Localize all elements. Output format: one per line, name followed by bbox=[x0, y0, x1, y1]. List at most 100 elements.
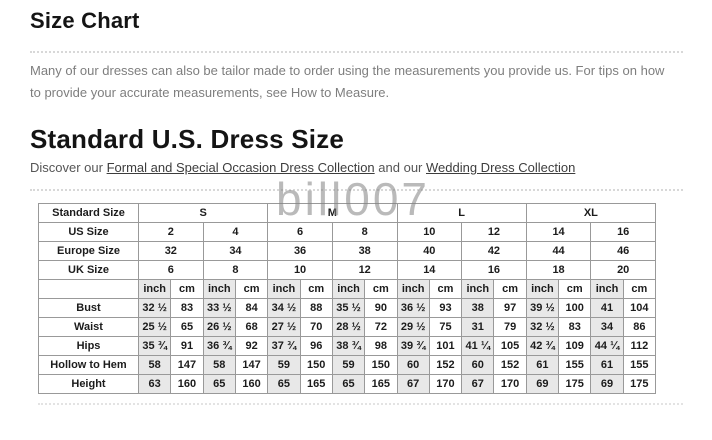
measurement-inch-cell: 39 ½ bbox=[525, 298, 560, 318]
size-group-header: XL bbox=[525, 203, 657, 223]
unit-header-cm: cm bbox=[558, 279, 592, 299]
size-value-cell: 42 bbox=[461, 241, 527, 261]
table-row: Waist 25 ½ 65 26 ½ 68 27 ½ 70 28 ½ 72 29 ½ 75 31 79 3… bbox=[38, 317, 657, 337]
measurement-inch-cell: 67 bbox=[396, 374, 430, 394]
measurement-cm-cell: 170 bbox=[428, 374, 463, 394]
size-value-cell: 18 bbox=[525, 260, 592, 280]
measurement-inch-cell: 69 bbox=[590, 374, 624, 394]
row-label: US Size bbox=[38, 222, 139, 242]
table-row: Standard Size S M L XL bbox=[38, 203, 657, 223]
measurement-cm-cell: 160 bbox=[234, 374, 269, 394]
size-value-cell: 8 bbox=[331, 222, 398, 242]
size-value-cell: 12 bbox=[331, 260, 398, 280]
table-row: UK Size 6 8 10 12 14 16 18 20 bbox=[38, 260, 656, 280]
measurement-cm-cell: 72 bbox=[364, 317, 398, 337]
size-value-cell: 10 bbox=[267, 260, 333, 280]
measurement-inch-cell: 38 bbox=[461, 298, 495, 318]
measurement-cm-cell: 101 bbox=[428, 336, 463, 356]
size-value-cell: 44 bbox=[525, 241, 592, 261]
measurement-inch-cell: 26 ½ bbox=[202, 317, 236, 337]
measurement-cm-cell: 75 bbox=[428, 317, 463, 337]
unit-header-cm: cm bbox=[493, 279, 527, 299]
unit-header-inch: inch bbox=[396, 279, 430, 299]
measurement-cm-cell: 84 bbox=[234, 298, 269, 318]
size-value-cell: 16 bbox=[461, 260, 527, 280]
measurement-cm-cell: 83 bbox=[170, 298, 204, 318]
table-row: Height 63 160 65 160 65 165 65 165 67 170 67 170 69 17… bbox=[38, 374, 657, 394]
measurement-cm-cell: 147 bbox=[170, 355, 204, 375]
row-label: Hips bbox=[38, 336, 139, 356]
size-value-cell: 2 bbox=[138, 222, 204, 242]
size-value-cell: 40 bbox=[396, 241, 463, 261]
measurement-inch-cell: 33 ½ bbox=[202, 298, 236, 318]
size-value-cell: 6 bbox=[138, 260, 204, 280]
measurement-inch-cell: 58 bbox=[202, 355, 236, 375]
measurement-inch-cell: 69 bbox=[525, 374, 560, 394]
measurement-inch-cell: 25 ½ bbox=[137, 317, 172, 337]
measurement-cm-cell: 65 bbox=[170, 317, 204, 337]
size-group-header: S bbox=[137, 203, 269, 223]
divider bbox=[30, 51, 683, 53]
measurement-cm-cell: 104 bbox=[622, 298, 657, 318]
row-label: Height bbox=[38, 374, 139, 394]
measurement-cm-cell: 79 bbox=[493, 317, 527, 337]
measurement-cm-cell: 112 bbox=[622, 336, 657, 356]
divider bbox=[30, 189, 683, 191]
measurement-cm-cell: 83 bbox=[558, 317, 592, 337]
table-row: US Size 2 4 6 8 10 12 14 16 bbox=[38, 222, 656, 242]
divider bbox=[38, 403, 683, 405]
unit-header-inch: inch bbox=[461, 279, 495, 299]
measurement-inch-cell: 63 bbox=[137, 374, 172, 394]
measurement-inch-cell: 59 bbox=[267, 355, 301, 375]
measurement-inch-cell: 67 bbox=[461, 374, 495, 394]
measurement-cm-cell: 97 bbox=[493, 298, 527, 318]
size-value-cell: 20 bbox=[590, 260, 656, 280]
measurement-inch-cell: 27 ½ bbox=[267, 317, 301, 337]
measurement-inch-cell: 65 bbox=[202, 374, 236, 394]
row-label: UK Size bbox=[38, 260, 139, 280]
measurement-inch-cell: 29 ½ bbox=[396, 317, 430, 337]
unit-header-cm: cm bbox=[428, 279, 463, 299]
size-group-header: M bbox=[267, 203, 398, 223]
size-group-header: L bbox=[396, 203, 527, 223]
measurement-cm-cell: 150 bbox=[299, 355, 333, 375]
measurement-inch-cell: 39 ¾ bbox=[396, 336, 430, 356]
unit-header-inch: inch bbox=[525, 279, 560, 299]
measurement-cm-cell: 96 bbox=[299, 336, 333, 356]
size-value-cell: 16 bbox=[590, 222, 656, 242]
measurement-cm-cell: 175 bbox=[622, 374, 657, 394]
wedding-collection-link[interactable]: Wedding Dress Collection bbox=[426, 160, 576, 175]
corner-label: Standard Size bbox=[38, 203, 139, 223]
discover-middle: and our bbox=[378, 160, 423, 175]
measurement-cm-cell: 147 bbox=[234, 355, 269, 375]
formal-collection-link[interactable]: Formal and Special Occasion Dress Collec… bbox=[106, 160, 375, 175]
measurement-inch-cell: 32 ½ bbox=[137, 298, 172, 318]
measurement-inch-cell: 35 ¾ bbox=[137, 336, 172, 356]
unit-header-cm: cm bbox=[170, 279, 204, 299]
measurement-cm-cell: 165 bbox=[364, 374, 398, 394]
measurement-inch-cell: 37 ¾ bbox=[267, 336, 301, 356]
size-chart-table: Standard Size S M L XL US Size 2 4 6 8 10 12 14 16 Eur… bbox=[38, 203, 657, 394]
measurement-cm-cell: 155 bbox=[558, 355, 592, 375]
size-value-cell: 6 bbox=[267, 222, 333, 242]
unit-header-cm: cm bbox=[234, 279, 269, 299]
intro-text: Many of our dresses can also be tailor m… bbox=[30, 63, 665, 100]
unit-header-cm: cm bbox=[299, 279, 333, 299]
measurement-cm-cell: 68 bbox=[234, 317, 269, 337]
size-value-cell: 38 bbox=[331, 241, 398, 261]
row-label: Waist bbox=[38, 317, 139, 337]
measurement-cm-cell: 86 bbox=[622, 317, 657, 337]
unit-header-cm: cm bbox=[364, 279, 398, 299]
measurement-cm-cell: 109 bbox=[558, 336, 592, 356]
measurement-inch-cell: 32 ½ bbox=[525, 317, 560, 337]
size-value-cell: 14 bbox=[525, 222, 592, 242]
measurement-cm-cell: 88 bbox=[299, 298, 333, 318]
unit-header-inch: inch bbox=[202, 279, 236, 299]
measurement-inch-cell: 59 bbox=[331, 355, 366, 375]
discover-prefix: Discover our bbox=[30, 160, 103, 175]
size-value-cell: 46 bbox=[590, 241, 656, 261]
measurement-cm-cell: 175 bbox=[558, 374, 592, 394]
size-value-cell: 8 bbox=[202, 260, 269, 280]
